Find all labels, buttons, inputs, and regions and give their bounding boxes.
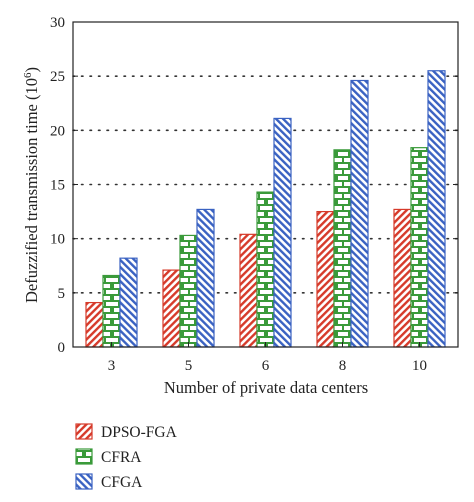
x-tick-label: 6 [262,358,270,374]
legend-label: CFRA [101,449,142,466]
legend-swatch [75,473,93,490]
y-tick-label: 5 [58,286,66,302]
y-tick-label: 10 [50,232,65,248]
bar-cfra-5 [179,234,198,348]
y-tick-label: 30 [50,15,65,31]
legend-swatch [75,423,93,440]
y-axis-title: Defuzzified transmission time (106) [22,67,41,303]
x-tick-label: 3 [108,358,116,374]
bar-cfga-5 [196,208,215,348]
y-axis-title-exponent: 6 [22,72,34,78]
legend: DPSO-FGA CFRA CFGA [75,423,178,491]
y-axis-title-close: ) [22,67,41,73]
x-tick-label: 10 [412,358,427,374]
x-tick-label: 8 [339,358,347,374]
bar-dpso-fga-6 [239,233,258,348]
plot-frame [72,21,459,348]
x-tick-label: 5 [185,358,193,374]
bar-cfra-6 [256,191,275,348]
y-axis-title-main: Defuzzified transmission time (10 [22,78,41,303]
bar-cfga-3 [119,257,138,348]
legend-label: DPSO-FGA [101,424,178,441]
legend-swatch [75,448,93,465]
y-tick-label: 0 [58,340,66,356]
x-axis-title: Number of private data centers [164,378,368,397]
y-tick-labels: 0 5 10 15 20 25 30 [50,15,65,356]
bar-dpso-fga-5 [162,269,181,348]
bar-cfga-8 [350,79,369,348]
bar-cfra-3 [102,274,121,348]
bar-cfra-8 [333,149,352,348]
bar-cfra-10 [410,147,429,348]
bar-cfga-10 [427,70,446,348]
axes [72,21,459,348]
y-tick-label: 25 [50,69,65,85]
legend-label: CFGA [101,474,143,491]
bar-dpso-fga-3 [85,301,104,348]
y-tick-label: 20 [50,123,65,139]
bar-dpso-fga-10 [393,208,412,348]
y-tick-label: 15 [50,178,65,194]
bar-dpso-fga-8 [316,210,335,348]
bars [85,70,446,348]
x-tick-labels: 3 5 6 8 10 [108,358,427,374]
bar-cfga-6 [273,117,292,348]
